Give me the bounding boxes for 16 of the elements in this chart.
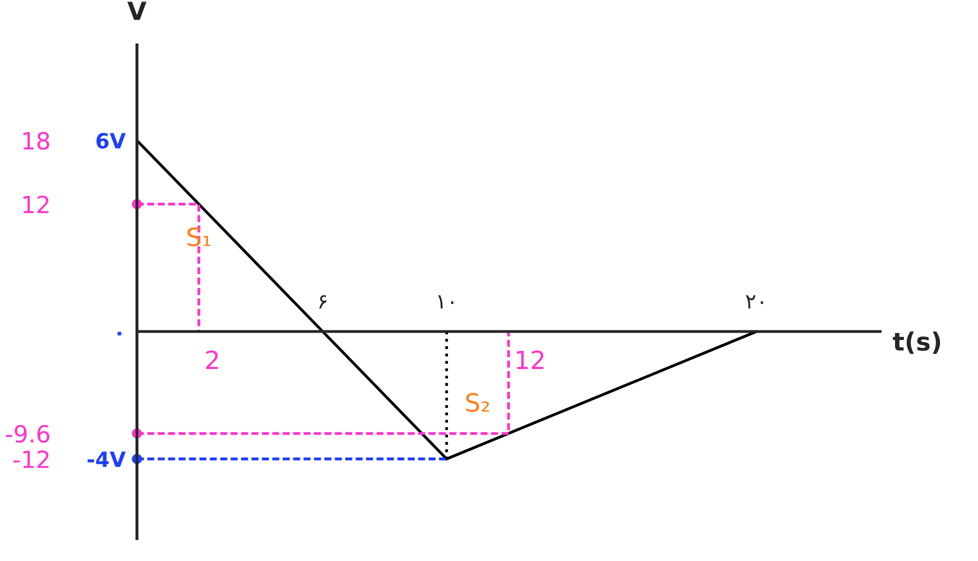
y-tick-label: ٠ — [118, 332, 122, 336]
y2-tick-label: -12 — [13, 450, 48, 468]
annotation: S₂ — [466, 393, 489, 412]
x-tick-label: ۱۰ — [438, 295, 454, 308]
x-axis-title: t(s) — [892, 332, 940, 354]
y2-tick-label: 18 — [23, 132, 50, 150]
annotation: 12 — [516, 350, 544, 369]
y2-tick-label: 12 — [23, 196, 48, 214]
x-tick-label: ۶ — [319, 295, 326, 308]
y2-tick-label: -9.6 — [6, 424, 50, 443]
y-tick-label: 6V — [96, 132, 126, 149]
x-tick-label: ۲۰ — [746, 295, 764, 308]
y-axis-title: V — [127, 2, 146, 20]
annotation: 2 — [206, 350, 218, 369]
y-tick-label: -4V — [88, 452, 126, 467]
annotation: S₁ — [188, 227, 210, 246]
